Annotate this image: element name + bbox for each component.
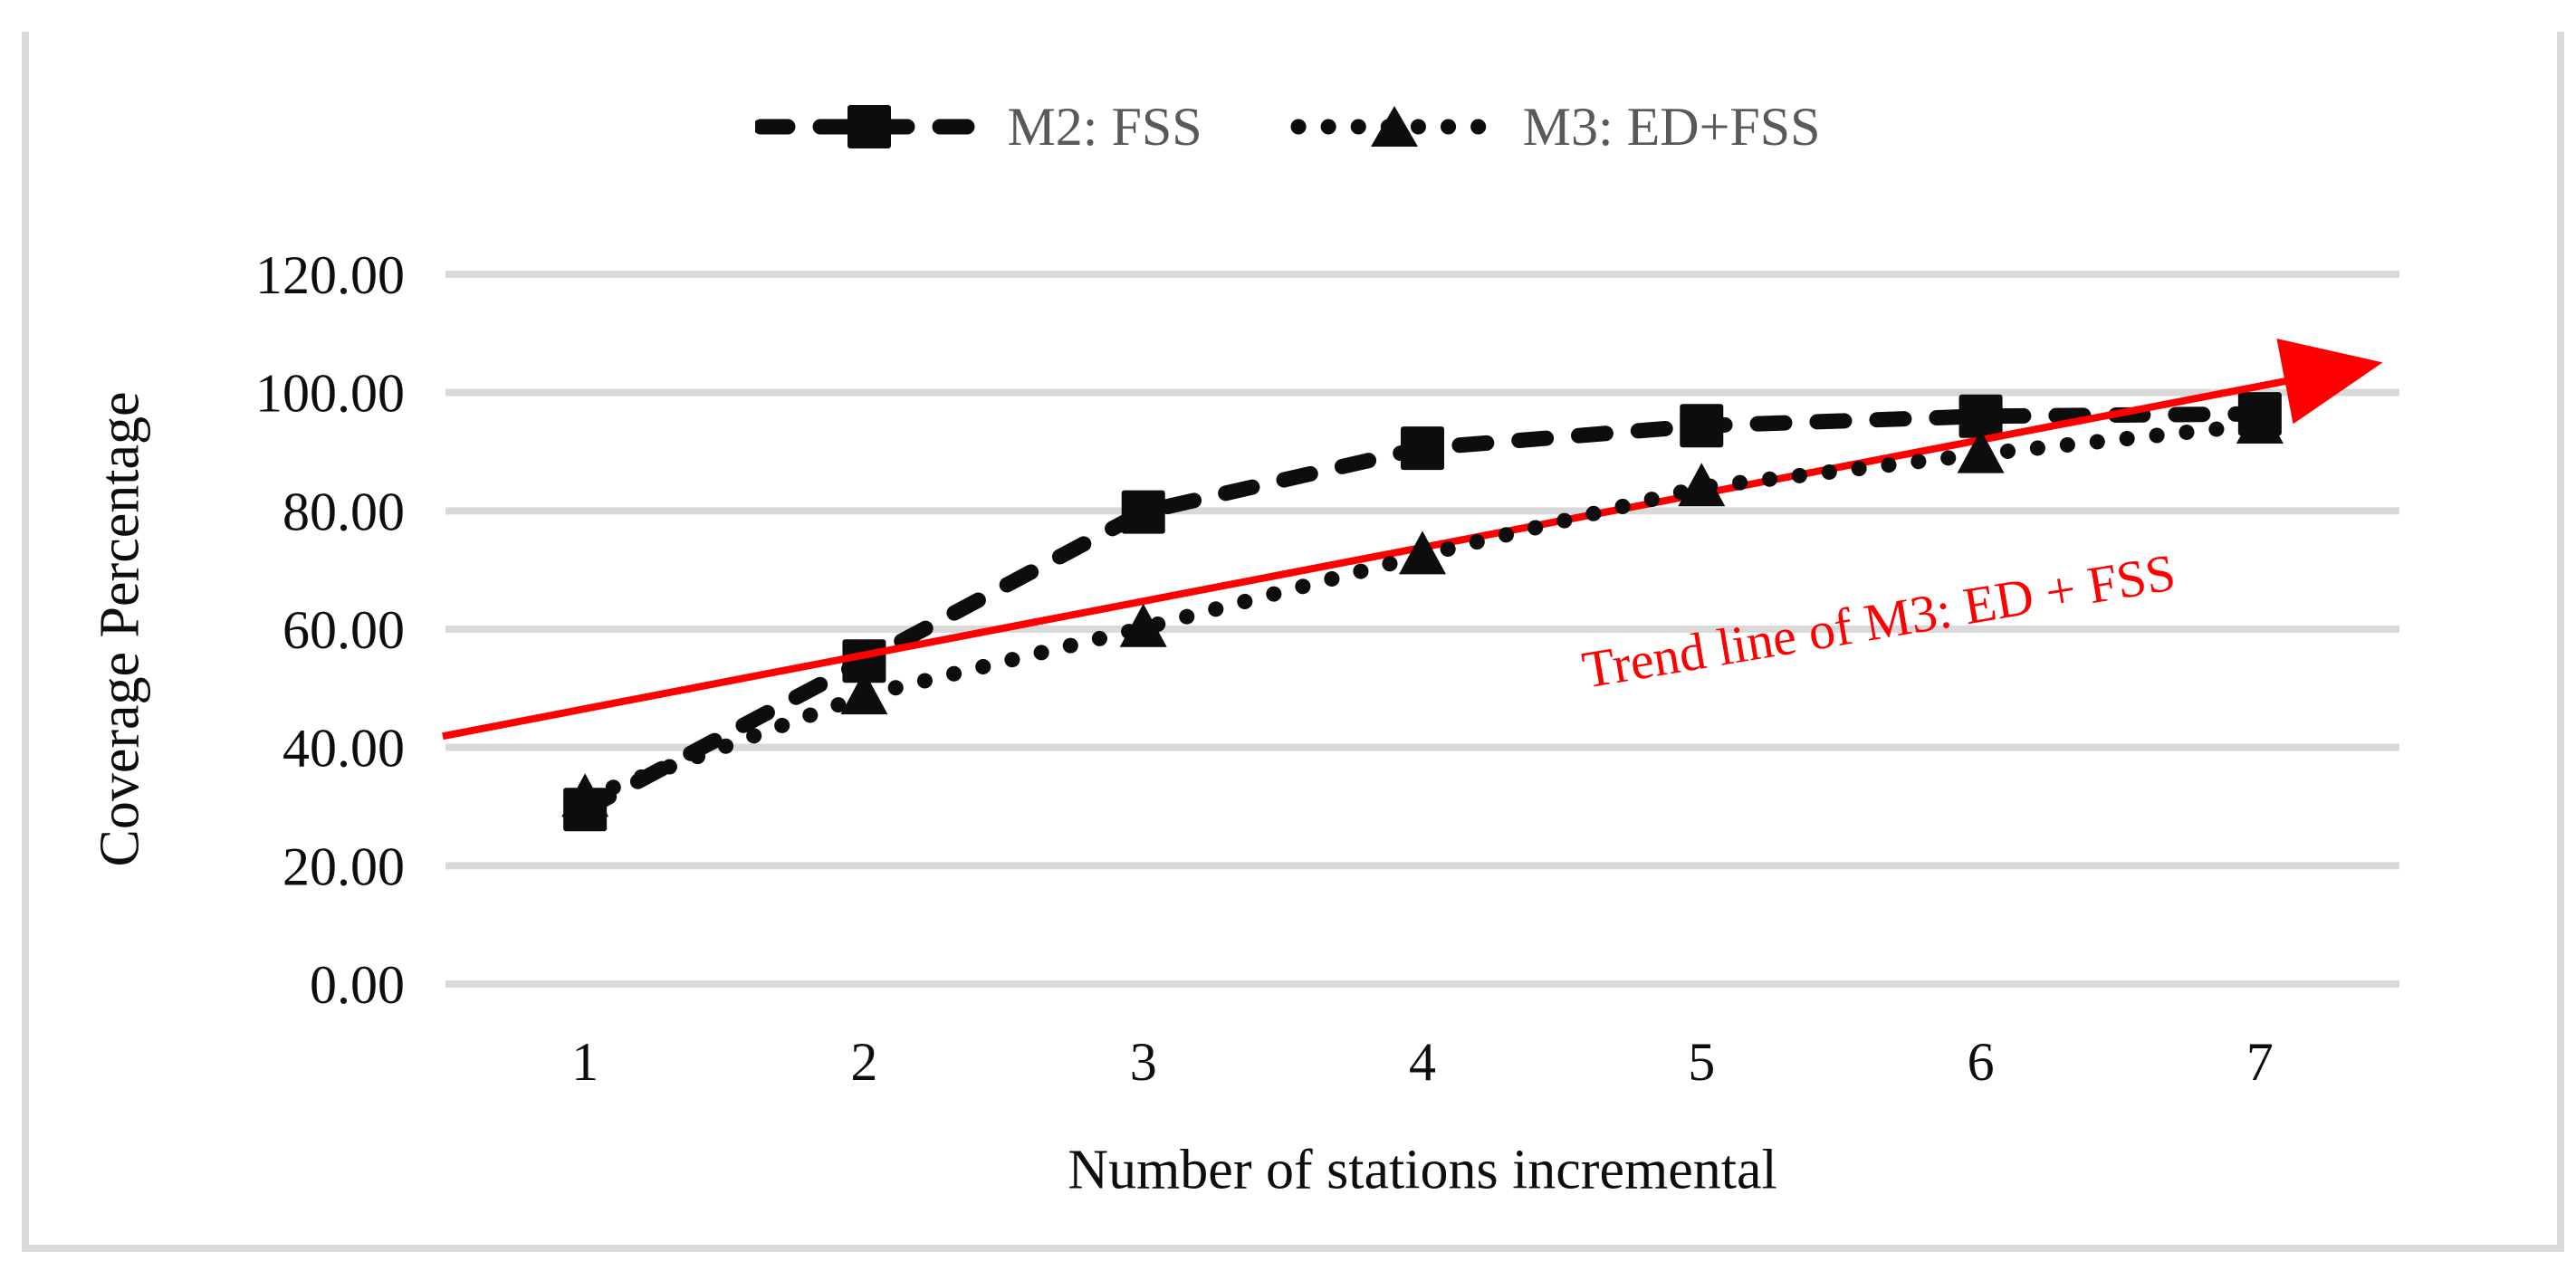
x-tick-label: 1 xyxy=(571,1032,599,1092)
y-tick-label: 40.00 xyxy=(282,719,405,779)
legend-label-m3-ed-fss: M3: ED+FSS xyxy=(1522,97,1821,157)
series-m3-ed-fss-triangle-marker xyxy=(840,671,888,715)
dotted-triangle-line-sample-icon xyxy=(1290,106,1499,147)
x-axis-title: Number of stations incremental xyxy=(1068,1139,1777,1201)
series-m3-ed-fss-triangle-marker xyxy=(561,773,609,817)
y-axis-title: Coverage Percentage xyxy=(89,391,151,867)
series-m3-ed-fss-triangle-marker xyxy=(1119,603,1167,647)
legend-label-m2-fss: M2: FSS xyxy=(1007,97,1202,157)
series-m2-fss-square-marker xyxy=(1680,404,1724,448)
figure-border-frame xyxy=(22,32,2564,1252)
series-m3-ed-fss-triangle-marker xyxy=(1678,463,1726,507)
y-tick-label: 0.00 xyxy=(310,955,405,1015)
x-tick-label: 7 xyxy=(2246,1032,2274,1092)
y-tick-label: 120.00 xyxy=(255,245,405,305)
series-m2-fss-square-marker xyxy=(1958,394,2003,438)
legend-item-m3-ed-fss: M3: ED+FSS xyxy=(1289,100,1821,154)
y-tick-label: 100.00 xyxy=(255,364,405,424)
x-tick-label: 6 xyxy=(1968,1032,1995,1092)
trendline xyxy=(442,376,2294,741)
x-tick-label: 2 xyxy=(850,1032,877,1092)
x-tick-label: 5 xyxy=(1688,1032,1715,1092)
x-tick-label: 3 xyxy=(1130,1032,1157,1092)
dashed-square-line-sample-icon xyxy=(755,105,984,148)
y-tick-label: 80.00 xyxy=(282,482,405,541)
trendline-arrowhead-icon xyxy=(2276,339,2383,425)
y-tick-label: 60.00 xyxy=(282,600,405,660)
legend-item-m2-fss: M2: FSS xyxy=(755,100,1202,154)
series-m3-ed-fss-triangle-marker xyxy=(2236,399,2284,444)
x-tick-label: 4 xyxy=(1409,1032,1436,1092)
series-m3-ed-fss-triangle-marker xyxy=(1399,530,1446,575)
series-m3-ed-fss-triangle-marker xyxy=(1957,429,2005,473)
chart-legend: M2: FSS M3: ED+FSS xyxy=(0,100,2576,154)
series-m2-fss-square-marker xyxy=(1121,490,1165,534)
y-tick-label: 20.00 xyxy=(282,836,405,896)
series-m2-fss-square-marker xyxy=(1401,426,1444,471)
